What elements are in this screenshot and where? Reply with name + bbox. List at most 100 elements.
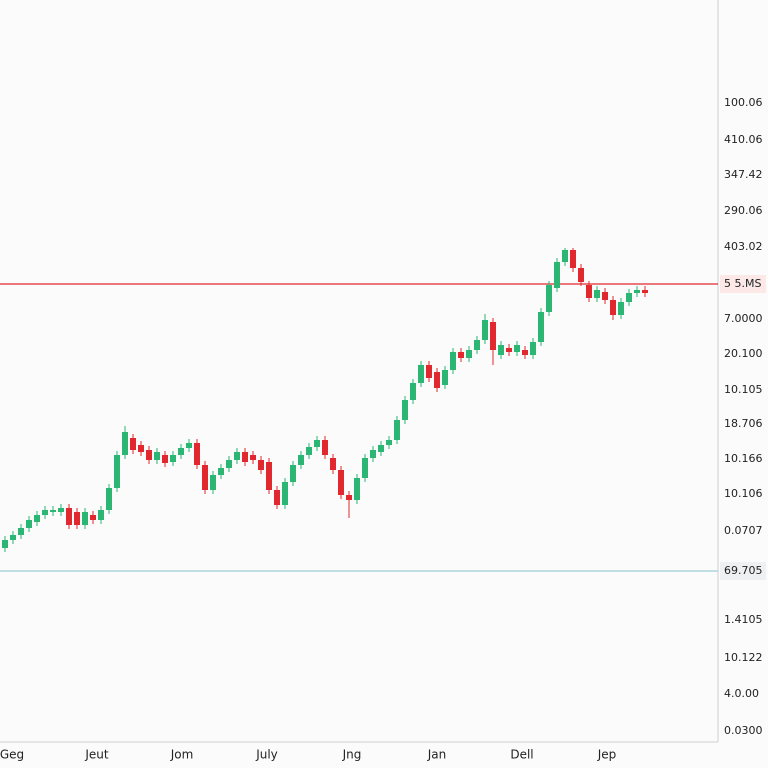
candle-body: [114, 455, 120, 488]
candle-body: [170, 455, 176, 462]
candle-body: [442, 370, 448, 385]
y-axis-label: 7.0000: [724, 312, 763, 325]
candle-body: [514, 345, 520, 352]
candle-body: [258, 460, 264, 470]
candle-body: [370, 450, 376, 458]
candle-body: [162, 455, 168, 463]
candle-body: [90, 515, 96, 520]
candle-body: [410, 383, 416, 400]
candle-body: [330, 458, 336, 470]
candle-body: [506, 348, 512, 352]
candle-body: [474, 340, 480, 350]
candle-body: [594, 290, 600, 298]
candle-body: [602, 292, 608, 300]
candle-body: [634, 290, 640, 293]
candle-body: [122, 432, 128, 455]
candle-body: [130, 438, 136, 450]
candle-body: [418, 365, 424, 383]
candle-body: [314, 440, 320, 447]
y-axis-label: 1.4105: [724, 613, 763, 626]
candle-body: [554, 262, 560, 288]
y-axis-label: 10.166: [724, 452, 763, 465]
candle-body: [82, 512, 88, 525]
candle-body: [562, 250, 568, 262]
candle-body: [226, 460, 232, 468]
candle-body: [306, 447, 312, 455]
y-axis-label: 347.42: [724, 168, 763, 181]
candle-body: [378, 445, 384, 452]
candle-body: [522, 350, 528, 355]
candle-body: [570, 250, 576, 268]
candle-body: [242, 452, 248, 462]
x-axis-label: Jan: [427, 748, 447, 762]
candle-body: [578, 268, 584, 282]
y-axis-label: 0.0707: [724, 524, 763, 537]
y-axis-label: 4.0.00: [724, 687, 759, 700]
candle-body: [250, 455, 256, 460]
candle-body: [586, 285, 592, 298]
candle-body: [394, 420, 400, 440]
candle-body: [458, 352, 464, 358]
candle-body: [154, 452, 160, 460]
candle-body: [498, 345, 504, 355]
candle-body: [402, 400, 408, 420]
candle-body: [538, 312, 544, 342]
y-axis-label: 10.105: [724, 383, 763, 396]
price-label-box: [720, 562, 766, 580]
candle-body: [50, 510, 56, 512]
candle-body: [34, 515, 40, 522]
candle-body: [98, 510, 104, 520]
y-axis-label: 290.06: [724, 204, 763, 217]
y-axis-label: 18.706: [724, 417, 763, 430]
candle-body: [290, 465, 296, 482]
candle-body: [426, 365, 432, 378]
x-axis-label: Dell: [510, 748, 533, 762]
candle-body: [218, 468, 224, 475]
candle-body: [2, 540, 8, 548]
candle-body: [282, 482, 288, 505]
candle-body: [482, 320, 488, 340]
candle-body: [138, 445, 144, 452]
candle-body: [610, 300, 616, 315]
y-axis-label: 20.100: [724, 347, 763, 360]
candle-body: [490, 322, 496, 350]
candle-body: [450, 352, 456, 370]
price-label: 5 5.MS: [724, 277, 761, 290]
y-axis-label: 10.122: [724, 651, 763, 664]
y-axis-label: 0.0300: [724, 724, 763, 737]
candle-body: [146, 450, 152, 460]
candle-body: [322, 440, 328, 455]
candle-body: [194, 443, 200, 465]
candle-body: [434, 372, 440, 388]
y-axis-label: 10.106: [724, 487, 763, 500]
candle-body: [274, 490, 280, 505]
x-axis-label: Jep: [597, 748, 617, 762]
price-label: 69.705: [724, 564, 763, 577]
candle-body: [266, 462, 272, 490]
x-axis-label: Geg: [0, 748, 24, 762]
candle-body: [10, 535, 16, 540]
candle-body: [234, 452, 240, 460]
candle-body: [202, 465, 208, 490]
candle-body: [106, 488, 112, 510]
candle-body: [74, 512, 80, 525]
candle-body: [338, 470, 344, 495]
candle-body: [530, 342, 536, 355]
candle-body: [26, 520, 32, 528]
candle-body: [298, 455, 304, 465]
candle-body: [18, 528, 24, 535]
y-axis-label: 100.06: [724, 96, 763, 109]
candle-body: [618, 302, 624, 315]
y-axis-label: 403.02: [724, 240, 763, 253]
candle-body: [626, 293, 632, 302]
x-axis-label: July: [255, 748, 278, 762]
candle-body: [178, 448, 184, 455]
candle-body: [42, 510, 48, 515]
candle-body: [546, 285, 552, 312]
y-axis-label: 410.06: [724, 133, 763, 146]
price-label-box: [720, 275, 766, 293]
candle-body: [354, 478, 360, 500]
candle-body: [362, 458, 368, 478]
candle-body: [642, 290, 648, 293]
